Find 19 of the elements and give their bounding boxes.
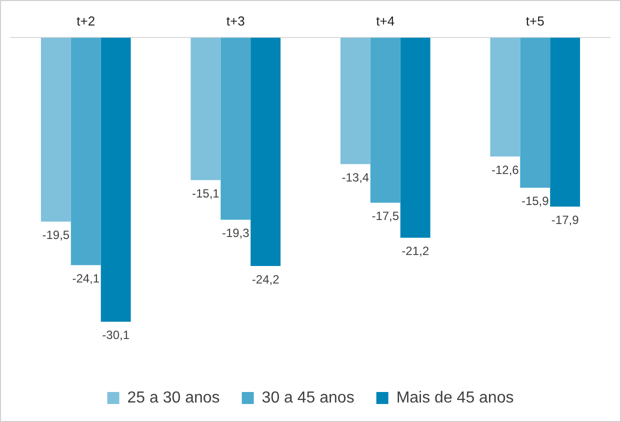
data-label: -12,6 (491, 162, 520, 177)
legend-label: 30 a 45 anos (262, 389, 354, 406)
x-tick-label: t+5 (526, 13, 544, 28)
data-label: -24,2 (252, 272, 280, 286)
data-label: -13,4 (342, 170, 370, 184)
legend-label: 25 a 30 anos (127, 389, 220, 406)
data-label: -15,1 (192, 186, 220, 200)
data-label: -21,2 (402, 244, 430, 258)
data-label: -19,3 (222, 226, 250, 240)
data-label: -30,1 (102, 328, 130, 342)
data-label: -24,1 (72, 271, 100, 286)
data-label: -19,5 (42, 228, 70, 242)
data-label: -17,5 (372, 209, 400, 224)
legend-label: Mais de 45 anos (396, 389, 514, 406)
x-tick-label: t+2 (76, 13, 96, 28)
data-label: -17,9 (551, 212, 580, 227)
x-tick-label: t+4 (376, 13, 395, 28)
data-label: -15,9 (521, 194, 550, 208)
x-tick-label: t+3 (226, 13, 245, 28)
